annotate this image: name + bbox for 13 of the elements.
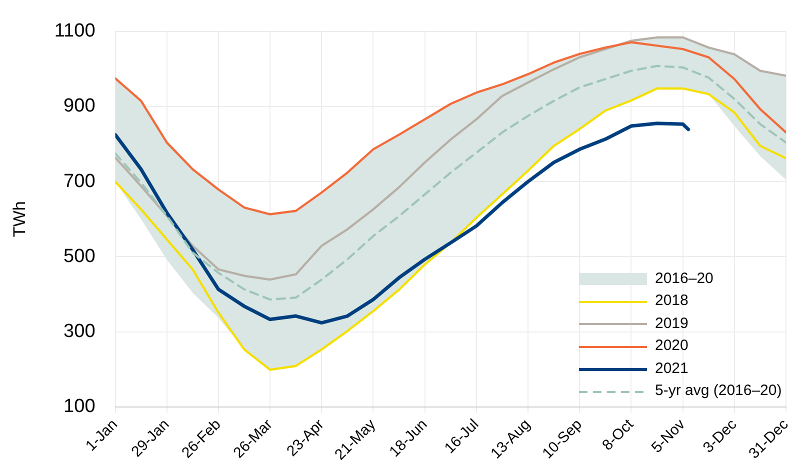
y-tick-label: 700 [64, 170, 96, 192]
y-tick-label: 100 [64, 396, 96, 418]
legend-label: 2016–20 [655, 268, 714, 289]
legend-label: 2020 [655, 336, 688, 356]
y-tick-label: 1100 [54, 20, 96, 42]
legend-label: 2019 [655, 314, 688, 334]
y-axis-title: TWh [10, 201, 29, 238]
y-tick-label: 500 [64, 246, 96, 267]
legend-label: 2021 [655, 358, 688, 379]
legend-label: 2018 [655, 291, 688, 312]
y-tick-label: 900 [64, 96, 96, 117]
legend-label: 5-yr avg (2016–20) [655, 381, 782, 402]
y-tick-label: 300 [64, 321, 96, 342]
